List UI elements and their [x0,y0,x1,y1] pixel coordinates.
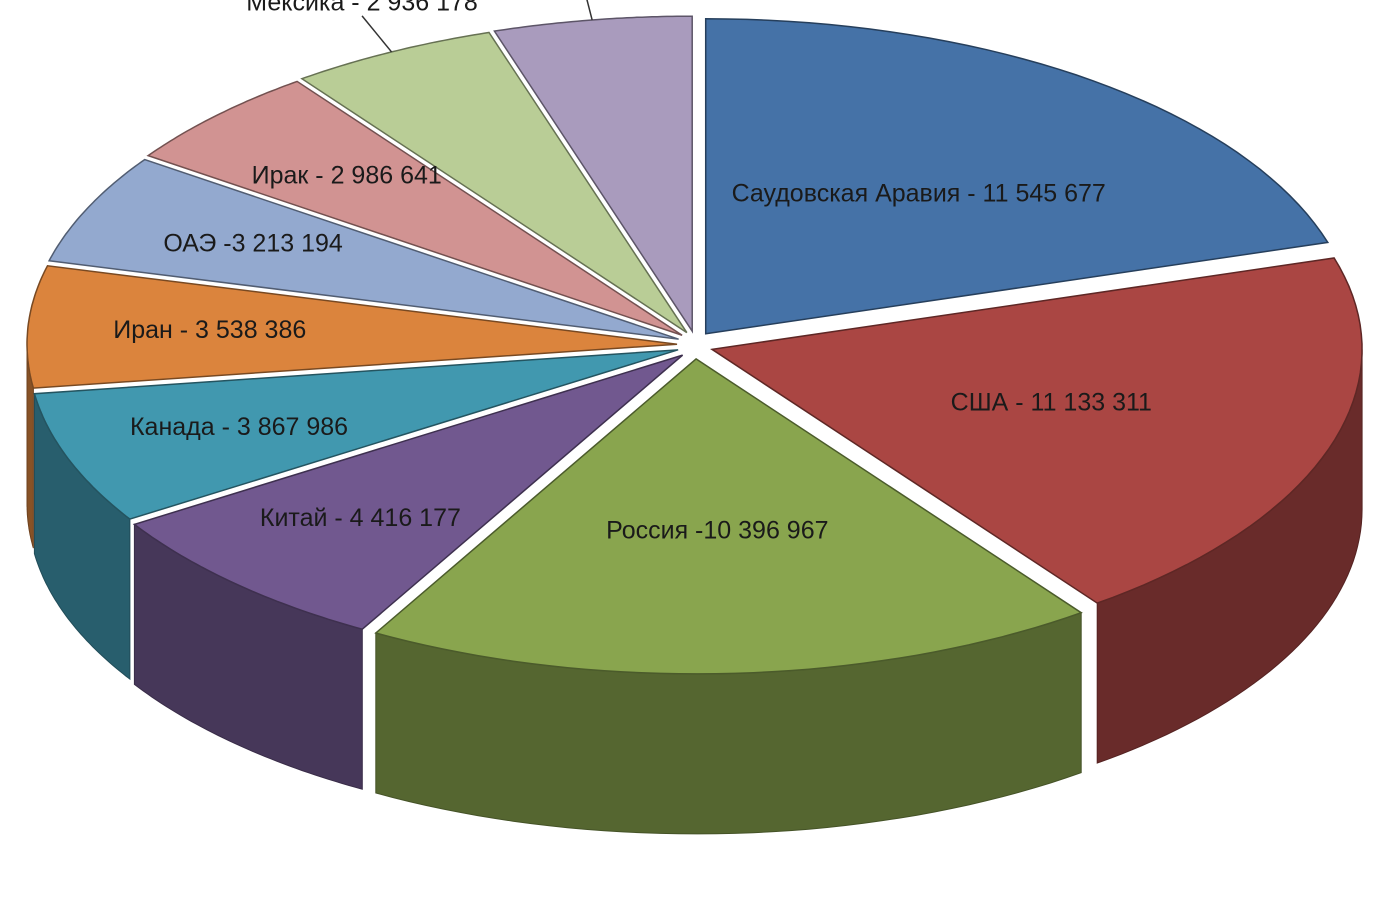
data-label: Канада - 3 867 986 [130,413,348,441]
slice [704,18,1330,335]
data-label: США - 11 133 311 [951,389,1152,417]
slice [33,349,679,520]
data-label: Иран - 3 538 386 [113,316,306,344]
leader-line [361,15,393,53]
slice [26,264,678,389]
slice [710,257,1363,604]
slice [493,15,693,334]
data-label: Саудовская Аравия - 11 545 677 [732,179,1106,207]
data-label: Китай - 4 416 177 [260,504,461,532]
labels: Саудовская Аравия - 11 545 677 США - 11 1… [113,0,1152,544]
leader-line [586,0,593,21]
data-label: Ирак - 2 986 641 [252,162,442,190]
data-label: ОАЭ -3 213 194 [163,229,343,257]
slice [374,357,1083,675]
slice [47,158,679,340]
slice [132,354,684,631]
data-label: Мексика - 2 936 178 [246,0,478,16]
slice [146,80,683,336]
data-label: Россия -10 396 967 [606,516,828,544]
slice-sides [26,344,1363,835]
slice-tops [26,15,1363,675]
